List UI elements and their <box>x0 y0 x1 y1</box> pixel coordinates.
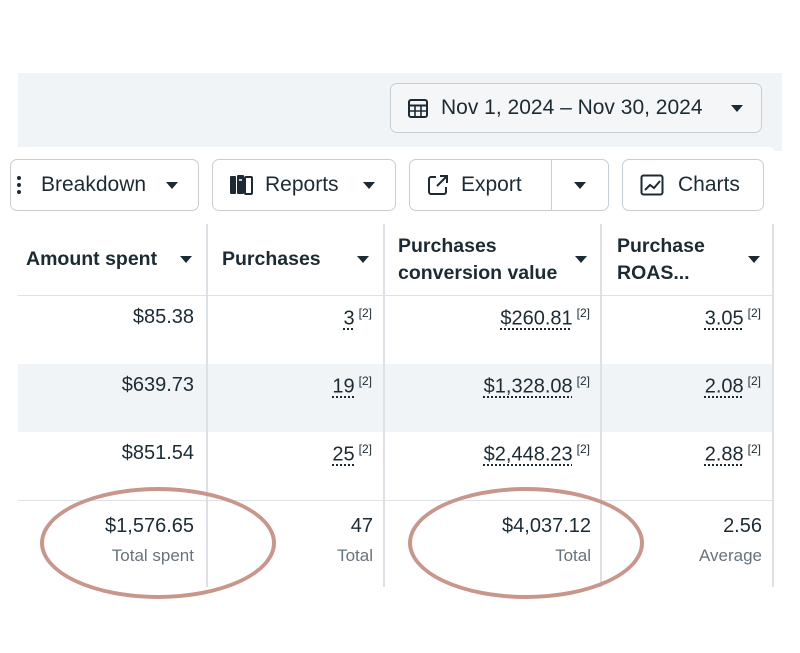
chevron-down-icon <box>166 181 178 189</box>
total-label: Average <box>698 546 762 565</box>
table-row: $85.38 3 [2] $260.81 [2] 3.05 [2] <box>18 296 774 364</box>
footnote-marker: [2] <box>747 374 761 388</box>
sort-icon <box>357 256 369 263</box>
column-header-label: Purchases <box>222 248 321 270</box>
footnote-marker: [2] <box>358 306 372 320</box>
total-label: Total <box>337 546 373 565</box>
total-label: Total spent <box>111 546 194 565</box>
sort-icon <box>575 256 587 263</box>
column-divider <box>772 224 774 587</box>
footnote-marker: [2] <box>358 442 372 456</box>
roas-cell: 2.88 [2] <box>602 432 772 500</box>
total-roas: 2.56 Average <box>602 501 772 566</box>
amount-spent-cell: $85.38 <box>18 296 206 364</box>
column-divider <box>600 224 602 587</box>
charts-button[interactable]: Charts <box>622 159 764 211</box>
conversion-value[interactable]: $260.81 <box>500 307 573 330</box>
reports-button[interactable]: Reports <box>212 159 396 211</box>
chevron-down-icon <box>574 181 586 189</box>
column-header-label: Amount spent <box>26 248 158 270</box>
reports-icon <box>230 175 253 195</box>
date-range-label: Nov 1, 2024 – Nov 30, 2024 <box>441 96 703 119</box>
purchases-cell: 3 [2] <box>207 296 383 364</box>
conversion-value[interactable]: $1,328.08 <box>483 375 573 398</box>
column-divider <box>206 224 208 587</box>
roas-value[interactable]: 2.08 <box>704 375 744 398</box>
total-purchases: 47 Total <box>207 501 383 566</box>
purchases-value[interactable]: 3 <box>343 307 355 330</box>
total-value: 47 <box>350 515 373 537</box>
conversion-value-cell: $2,448.23 [2] <box>384 432 601 500</box>
calendar-icon <box>408 99 428 118</box>
amount-spent-cell: $851.54 <box>18 432 206 500</box>
footnote-marker: [2] <box>747 442 761 456</box>
purchases-cell: 25 [2] <box>207 432 383 500</box>
export-button[interactable]: Export <box>409 159 609 211</box>
amount-spent-value: $639.73 <box>121 374 194 396</box>
footnote-marker: [2] <box>576 442 590 456</box>
roas-cell: 3.05 [2] <box>602 296 772 364</box>
date-range-picker[interactable]: Nov 1, 2024 – Nov 30, 2024 <box>390 83 762 133</box>
footnote-marker: [2] <box>747 306 761 320</box>
sort-icon <box>180 256 192 263</box>
total-amount-spent: $1,576.65 Total spent <box>18 501 206 566</box>
total-conversion-value: $4,037.12 Total <box>384 501 601 566</box>
footnote-marker: [2] <box>576 306 590 320</box>
breakdown-label: Breakdown <box>41 173 147 196</box>
roas-cell: 2.08 [2] <box>602 364 772 432</box>
total-value: $1,576.65 <box>105 515 194 537</box>
total-value: $4,037.12 <box>502 515 591 537</box>
column-header-amount-spent[interactable]: Amount spent <box>18 224 206 296</box>
conversion-value-cell: $260.81 [2] <box>384 296 601 364</box>
footnote-marker: [2] <box>576 374 590 388</box>
column-header-purchases[interactable]: Purchases <box>207 224 383 296</box>
roas-value[interactable]: 3.05 <box>704 307 744 330</box>
purchases-value[interactable]: 19 <box>332 375 355 398</box>
column-header-roas[interactable]: Purchase ROAS... <box>602 224 772 296</box>
total-label: Total <box>555 546 591 565</box>
purchases-cell: 19 [2] <box>207 364 383 432</box>
export-icon <box>428 175 448 195</box>
table-row: $639.73 19 [2] $1,328.08 [2] 2.08 [2] <box>18 364 774 432</box>
column-header-conversion-value[interactable]: Purchases conversion value <box>384 224 601 296</box>
amount-spent-value: $85.38 <box>132 306 194 328</box>
conversion-value-cell: $1,328.08 [2] <box>384 364 601 432</box>
table-row: $851.54 25 [2] $2,448.23 [2] 2.88 [2] <box>18 432 774 500</box>
charts-label: Charts <box>678 173 740 196</box>
chevron-down-icon <box>363 181 375 189</box>
totals-row: $1,576.65 Total spent 47 Total $4,037.12… <box>18 500 774 587</box>
export-label: Export <box>461 173 522 196</box>
footnote-marker: [2] <box>358 374 372 388</box>
amount-spent-value: $851.54 <box>121 442 194 464</box>
column-header-label: Purchases conversion value <box>398 234 558 284</box>
breakdown-button[interactable]: Breakdown <box>10 159 199 211</box>
drag-handle-icon <box>17 176 25 194</box>
conversion-value[interactable]: $2,448.23 <box>483 443 573 466</box>
purchases-value[interactable]: 25 <box>332 443 355 466</box>
chart-icon <box>640 174 664 196</box>
export-dropdown-toggle[interactable] <box>552 160 608 210</box>
amount-spent-cell: $639.73 <box>18 364 206 432</box>
column-header-label: Purchase ROAS... <box>617 234 705 284</box>
total-value: 2.56 <box>723 515 762 537</box>
chevron-down-icon <box>731 104 743 112</box>
reports-label: Reports <box>265 173 339 196</box>
roas-value[interactable]: 2.88 <box>704 443 744 466</box>
sort-icon <box>748 256 760 263</box>
column-divider <box>383 224 385 587</box>
